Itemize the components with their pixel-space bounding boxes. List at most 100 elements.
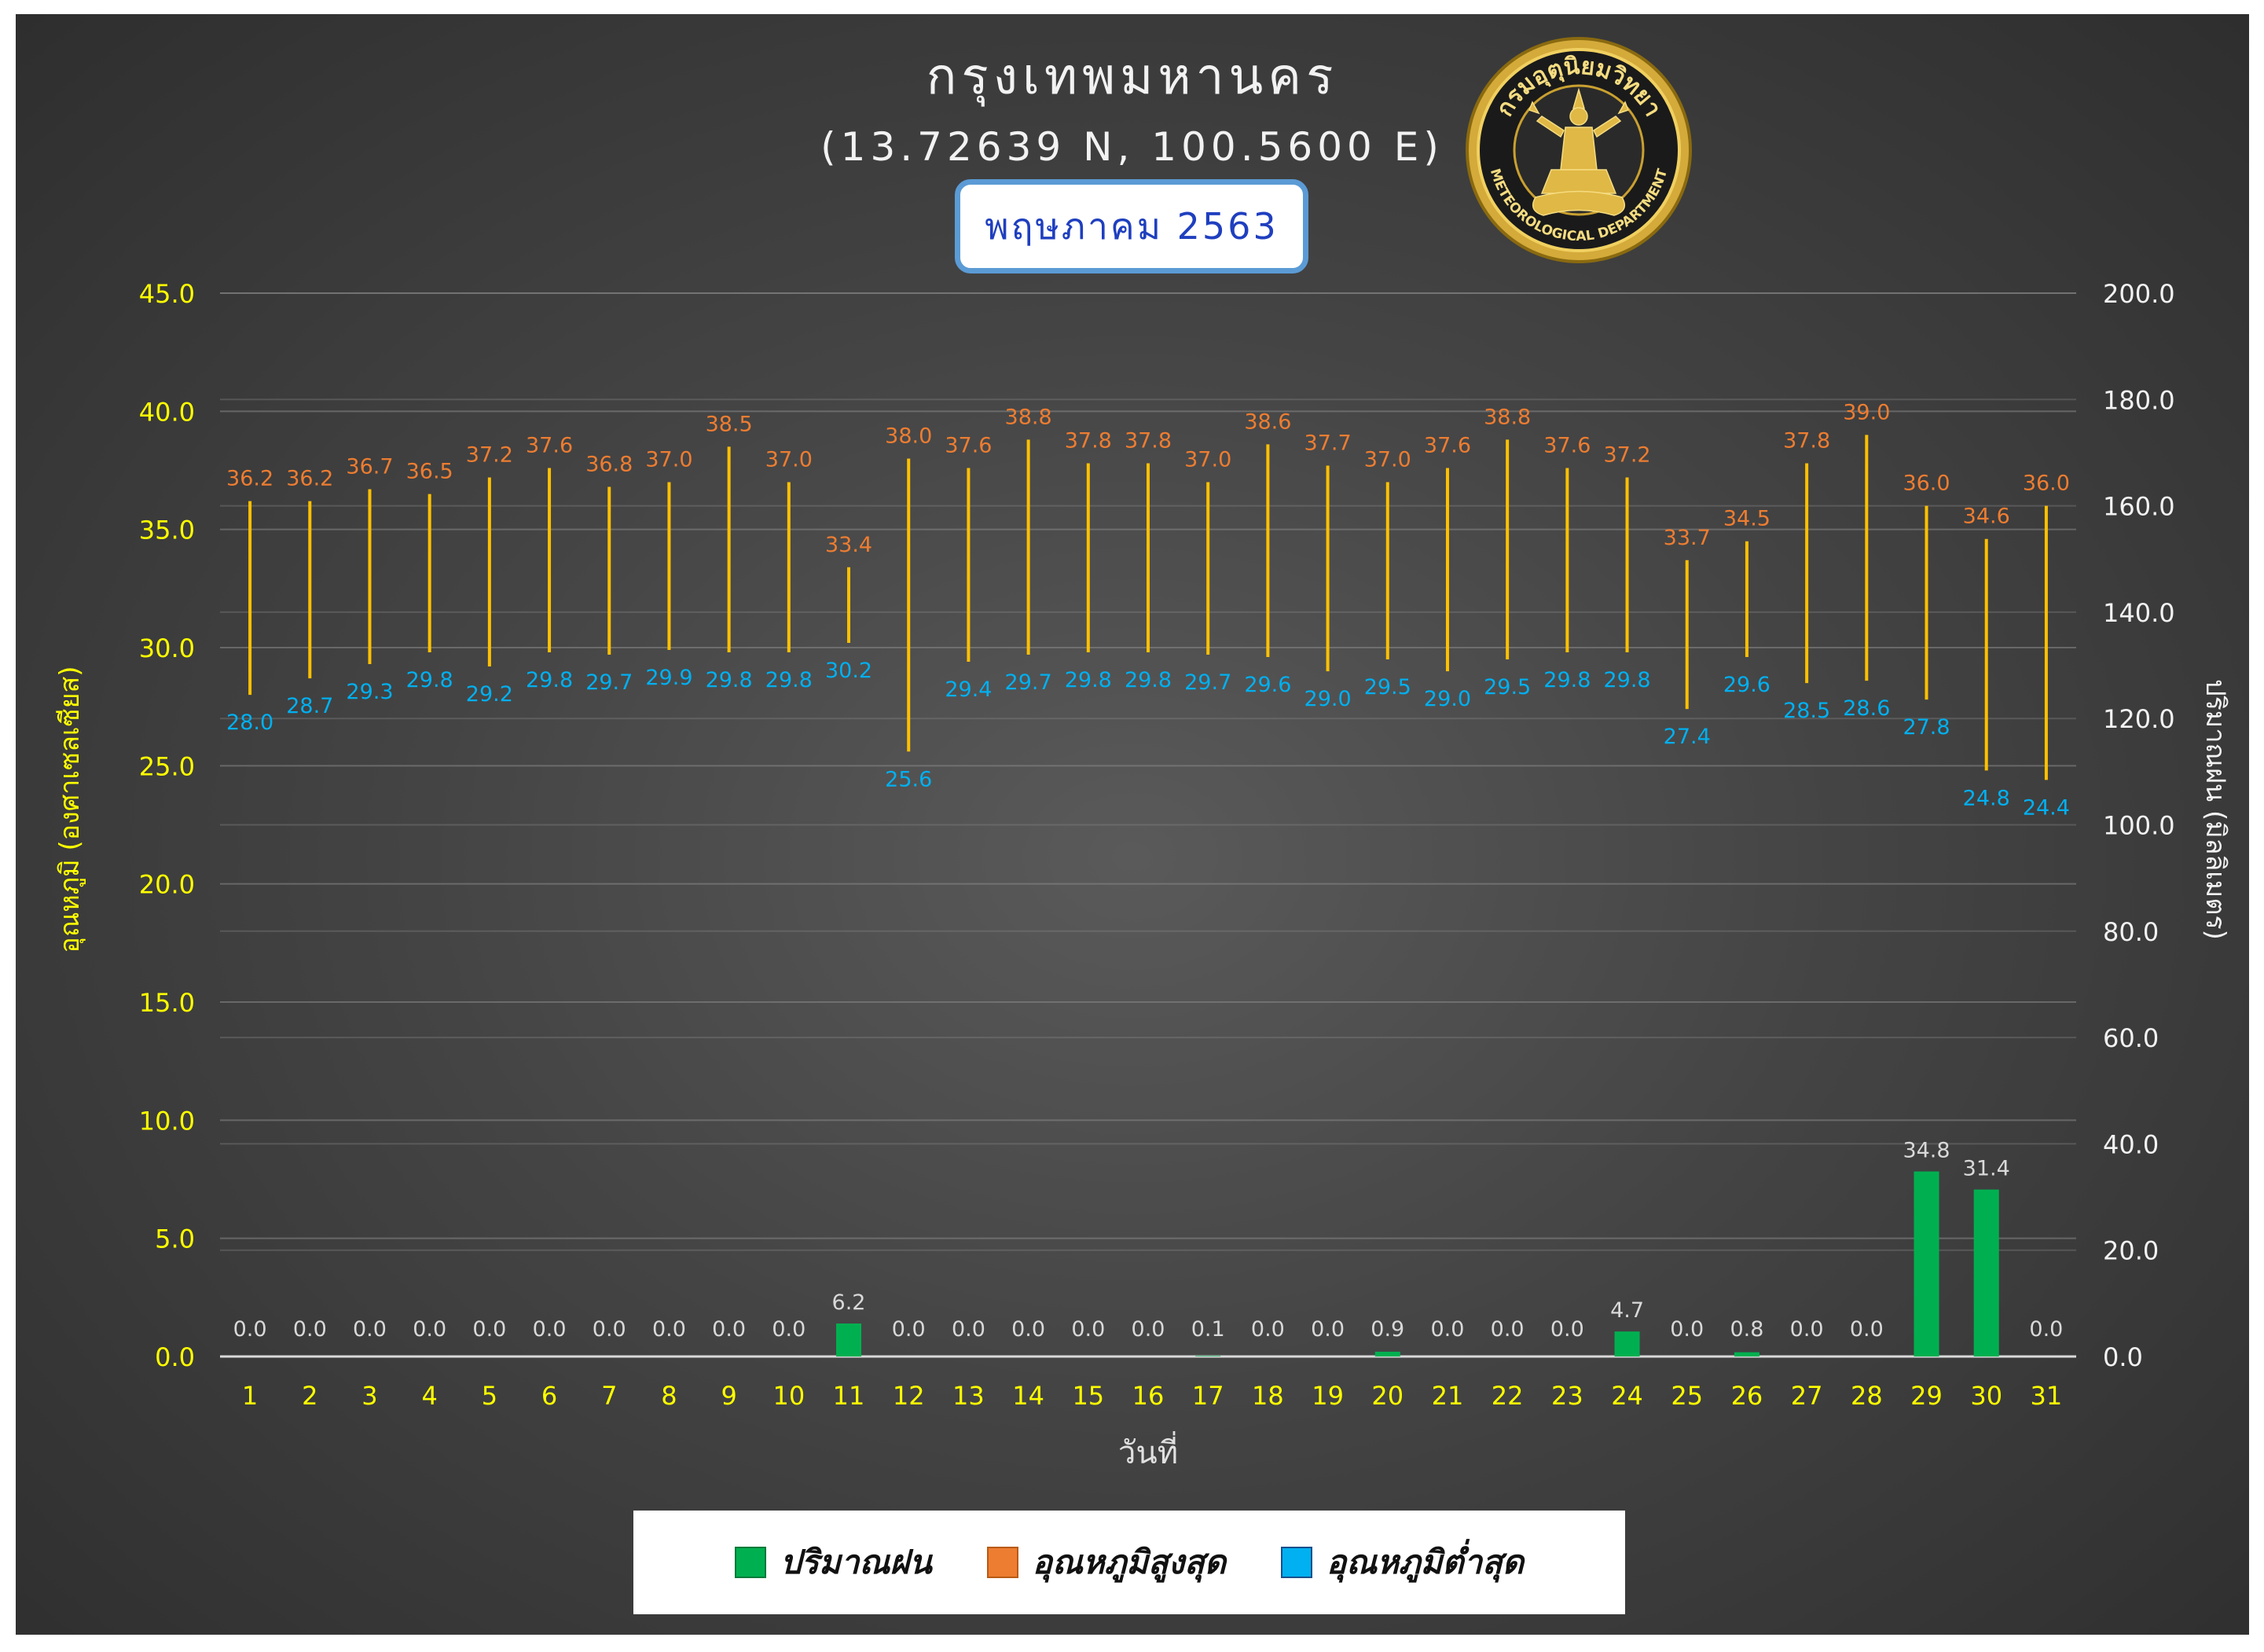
x-tick-label: 18 [1252, 1381, 1284, 1411]
x-tick-label: 11 [833, 1381, 865, 1411]
x-tick-label: 27 [1791, 1381, 1823, 1411]
y-tick-right: 120.0 [2103, 704, 2175, 734]
rain-label: 0.0 [1430, 1317, 1464, 1342]
min-temp-label: 29.8 [526, 668, 573, 692]
y-tick-left: 15.0 [139, 988, 195, 1018]
month-box: พฤษภาคม 2563 [955, 179, 1308, 273]
rain-bar [1734, 1352, 1759, 1356]
min-temp-label: 29.6 [1723, 673, 1770, 697]
min-temp-label: 29.0 [1304, 687, 1352, 711]
chart-background [16, 14, 2249, 1635]
legend-swatch-max [986, 1547, 1018, 1578]
min-temp-label: 29.2 [466, 682, 513, 707]
legend-label-min: อุณหภูมิต่ำสุด [1326, 1543, 1525, 1581]
rain-label: 0.1 [1191, 1317, 1225, 1342]
y-tick-left: 45.0 [139, 279, 195, 309]
y-tick-left: 35.0 [139, 516, 195, 545]
rain-label: 4.7 [1610, 1298, 1644, 1323]
rain-label: 0.8 [1730, 1317, 1763, 1342]
rain-label: 0.0 [1132, 1317, 1165, 1342]
rain-label: 0.0 [1670, 1317, 1704, 1342]
x-tick-label: 12 [893, 1381, 925, 1411]
rain-label: 0.0 [413, 1317, 446, 1342]
x-tick-label: 5 [482, 1381, 497, 1411]
rain-bar [836, 1323, 862, 1356]
rain-bar [1374, 1351, 1400, 1356]
x-tick-label: 1 [242, 1381, 258, 1411]
y-tick-left: 5.0 [155, 1224, 195, 1254]
max-temp-label: 38.5 [706, 412, 753, 436]
rain-label: 0.0 [1071, 1317, 1105, 1342]
x-tick-label: 13 [952, 1381, 985, 1411]
min-temp-label: 29.0 [1424, 687, 1471, 711]
min-temp-label: 25.6 [885, 767, 932, 791]
max-temp-label: 38.6 [1244, 409, 1291, 434]
x-tick-label: 24 [1611, 1381, 1643, 1411]
max-temp-label: 38.8 [1484, 405, 1531, 429]
x-tick-label: 19 [1312, 1381, 1344, 1411]
rain-bar [1914, 1171, 1939, 1356]
legend-item-min: อุณหภูมิต่ำสุด [1281, 1536, 1524, 1588]
chart-title: กรุงเทพมหานคร [926, 48, 1338, 106]
min-temp-label: 29.8 [1125, 668, 1172, 692]
min-temp-label: 29.8 [706, 668, 753, 692]
min-temp-label: 29.5 [1364, 675, 1411, 699]
x-tick-label: 2 [302, 1381, 317, 1411]
rain-label: 31.4 [1963, 1157, 2010, 1181]
min-temp-label: 29.7 [1184, 670, 1231, 695]
x-tick-label: 16 [1132, 1381, 1165, 1411]
legend-label-max: อุณหภูมิสูงสุด [1032, 1543, 1227, 1581]
rain-label: 0.0 [1251, 1317, 1285, 1342]
min-temp-label: 29.7 [1005, 670, 1052, 695]
max-temp-label: 37.6 [945, 433, 992, 457]
max-temp-label: 36.0 [1903, 472, 1950, 496]
chart-coordinates: (13.72639 N, 100.5600 E) [820, 124, 1444, 170]
x-tick-label: 7 [601, 1381, 617, 1411]
y-tick-right: 40.0 [2103, 1129, 2159, 1159]
min-temp-label: 29.8 [1065, 668, 1112, 692]
y-axis-title-right: ปริมาณฝน (มิลลิเมตร) [2200, 679, 2231, 940]
y-tick-right: 20.0 [2103, 1236, 2159, 1266]
x-axis-title: วันที่ [1118, 1431, 1178, 1471]
rain-label: 0.0 [293, 1317, 327, 1342]
max-temp-label: 37.6 [526, 433, 573, 457]
legend-item-rain: ปริมาณฝน [734, 1536, 932, 1588]
x-tick-label: 15 [1072, 1381, 1104, 1411]
x-tick-label: 28 [1851, 1381, 1883, 1411]
min-temp-label: 29.7 [585, 670, 633, 695]
min-temp-label: 27.4 [1664, 725, 1711, 749]
min-temp-label: 29.4 [945, 677, 992, 702]
y-tick-right: 80.0 [2103, 917, 2159, 947]
min-temp-label: 27.8 [1903, 715, 1950, 740]
x-tick-label: 30 [1970, 1381, 2002, 1411]
max-temp-label: 39.0 [1843, 400, 1890, 424]
rain-label: 0.0 [353, 1317, 387, 1342]
rain-label: 0.0 [472, 1317, 506, 1342]
max-temp-label: 36.7 [346, 455, 393, 479]
min-temp-label: 29.8 [765, 668, 813, 692]
min-temp-label: 28.6 [1843, 696, 1890, 721]
min-temp-label: 29.8 [406, 668, 453, 692]
max-temp-label: 37.0 [645, 448, 692, 472]
max-temp-label: 34.5 [1723, 507, 1770, 531]
min-temp-label: 28.7 [286, 694, 333, 718]
month-label: พฤษภาคม 2563 [985, 204, 1279, 248]
y-tick-left: 40.0 [139, 397, 195, 427]
max-temp-label: 37.8 [1783, 428, 1830, 453]
min-temp-label: 28.5 [1783, 699, 1830, 723]
min-temp-label: 29.6 [1244, 673, 1291, 697]
max-temp-label: 36.2 [226, 467, 273, 491]
y-tick-right: 160.0 [2103, 492, 2175, 522]
rain-label: 0.0 [772, 1317, 805, 1342]
rain-label: 0.9 [1371, 1317, 1404, 1342]
rain-bar [1973, 1189, 1999, 1356]
rain-label: 0.0 [1011, 1317, 1045, 1342]
min-temp-label: 29.5 [1484, 675, 1531, 699]
x-tick-label: 21 [1432, 1381, 1464, 1411]
legend-item-max: อุณหภูมิสูงสุด [986, 1536, 1227, 1588]
rain-label: 0.0 [952, 1317, 985, 1342]
max-temp-label: 37.0 [1364, 448, 1411, 472]
rain-label: 6.2 [832, 1290, 866, 1315]
max-temp-label: 37.2 [466, 443, 513, 468]
